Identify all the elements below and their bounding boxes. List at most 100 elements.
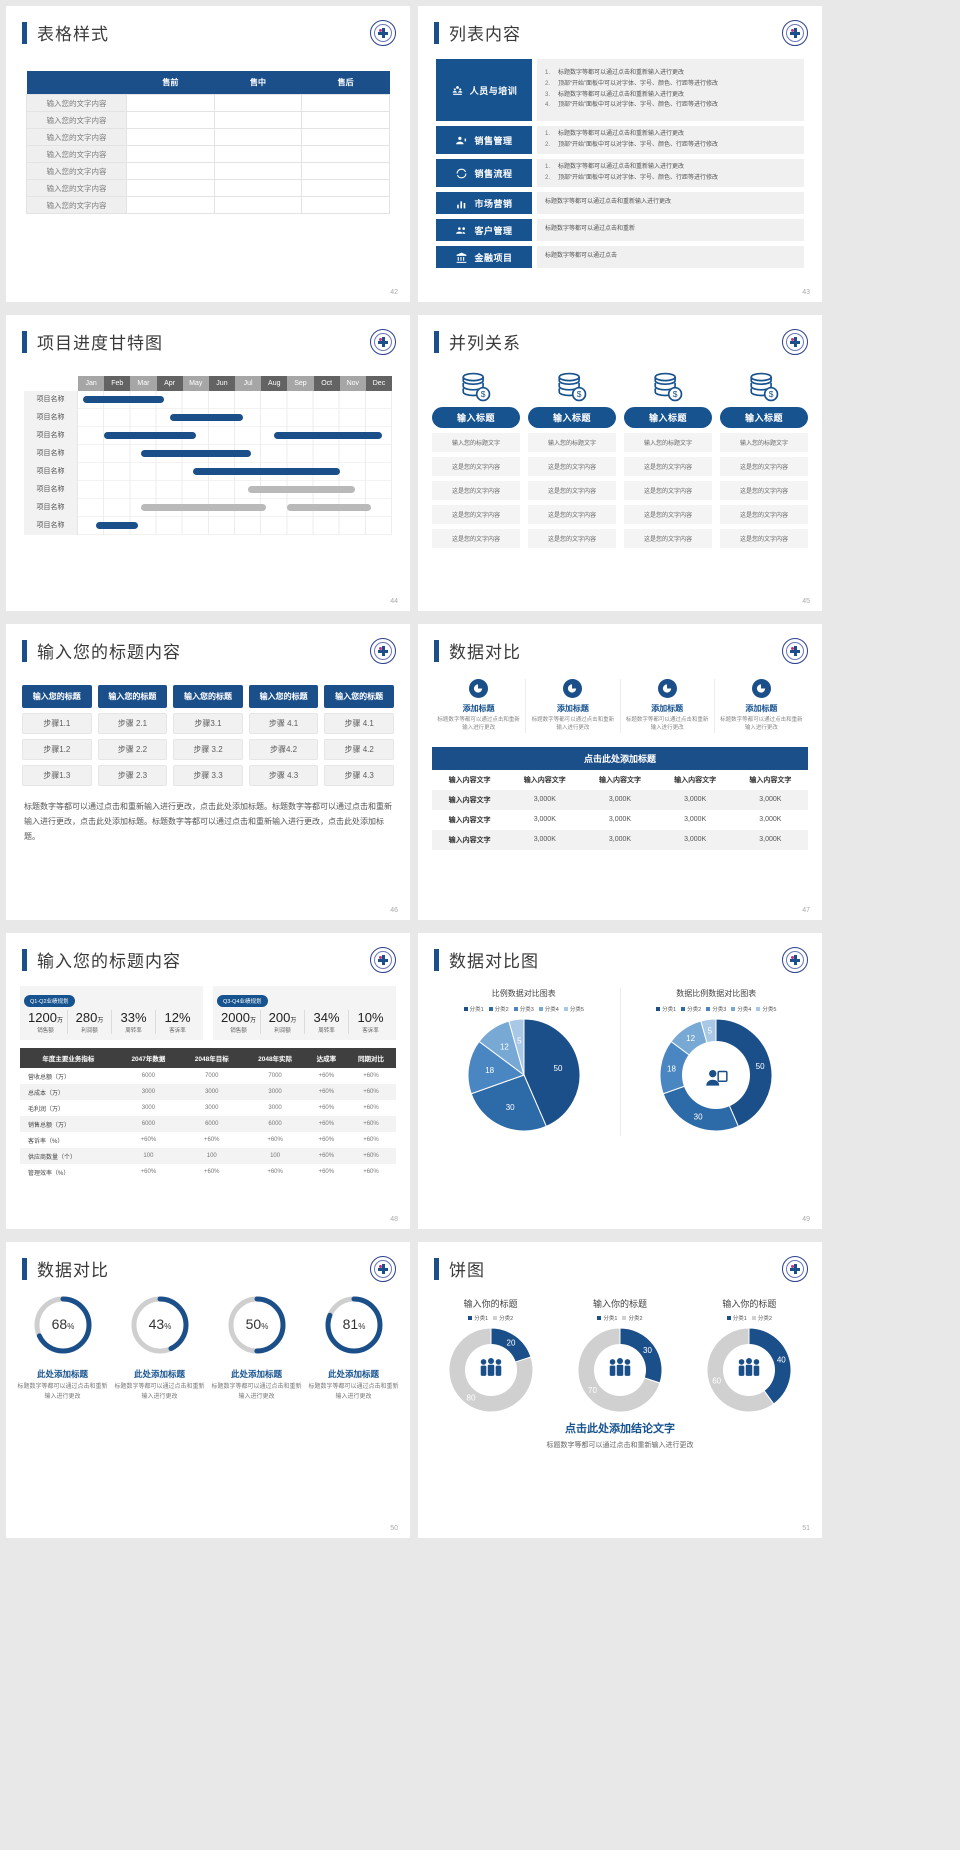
parallel-cell[interactable]: 这是您的文字内容: [528, 457, 616, 476]
table-row[interactable]: 输入您的文字内容: [26, 128, 390, 146]
parallel-cell[interactable]: 这是您的文字内容: [720, 457, 808, 476]
cell[interactable]: [213, 145, 303, 163]
parallel-cell[interactable]: 这是您的文字内容: [528, 481, 616, 500]
cell[interactable]: [301, 145, 390, 163]
list-item[interactable]: 市场营销 标题数字等都可以通过点击和重新输入进行更改: [436, 192, 804, 214]
table-row[interactable]: 管理效率（%） +60% +60% +60% +60% +60%: [20, 1164, 396, 1180]
step-cell[interactable]: 步骤3.1: [173, 713, 243, 734]
list-item-key[interactable]: 客户管理: [436, 219, 532, 241]
cell[interactable]: [301, 128, 390, 146]
gantt-row[interactable]: 项目名称: [24, 462, 392, 481]
cell[interactable]: [301, 196, 390, 214]
step-cell[interactable]: 步骤1.1: [22, 713, 92, 734]
cell[interactable]: [213, 128, 303, 146]
kpi-item[interactable]: 33% 周转率: [112, 1010, 156, 1034]
cell[interactable]: [213, 111, 303, 129]
cell[interactable]: [126, 196, 215, 214]
step-cell[interactable]: 步骤 4.1: [248, 713, 319, 734]
gantt-row[interactable]: 项目名称: [24, 390, 392, 409]
parallel-cell[interactable]: 这是您的文字内容: [624, 457, 712, 476]
gantt-bar[interactable]: [83, 395, 165, 403]
kpi-item[interactable]: 10% 客诉率: [349, 1010, 392, 1034]
parallel-cell[interactable]: 这是您的文字内容: [432, 505, 520, 524]
table-row[interactable]: 输入您的文字内容: [26, 196, 390, 214]
parallel-cell[interactable]: 输入您的标题文字: [720, 433, 808, 452]
kpi-item[interactable]: 1200万 销售额: [24, 1010, 68, 1034]
parallel-cell[interactable]: 这是您的文字内容: [432, 457, 520, 476]
gantt-bar[interactable]: [169, 413, 243, 421]
parallel-title-button[interactable]: 输入标题: [624, 407, 712, 428]
table-row[interactable]: 输入内容文字 3,000K 3,000K 3,000K 3,000K: [432, 829, 808, 850]
list-item[interactable]: 人员与培训 1. 标题数字等都可以通过点击和重新输入进行更改 2. 顶部“开始”面板…: [436, 59, 804, 121]
slide-list-content[interactable]: 列表内容 人员与培训 1. 标题数字等都可以通过点击和重新输入进行更改 2. 顶部“…: [418, 6, 822, 302]
list-item-key[interactable]: 销售管理: [436, 126, 532, 154]
list-item-value[interactable]: 标题数字等都可以通过点击: [537, 246, 804, 268]
step-cell[interactable]: 步骤 3.2: [173, 739, 243, 760]
parallel-cell[interactable]: 这是您的文字内容: [528, 529, 616, 548]
step-cell[interactable]: 步骤 3.3: [173, 765, 243, 786]
gantt-bar[interactable]: [140, 503, 267, 511]
step-header-button[interactable]: 输入您的标题: [22, 685, 92, 708]
step-header-button[interactable]: 输入您的标题: [248, 685, 319, 708]
comparison-card[interactable]: 添加标题 标题数字等都可以通过点击和重新输入进行更改: [621, 679, 715, 733]
kpi-item[interactable]: 2000万 销售额: [217, 1010, 261, 1034]
gantt-bar[interactable]: [274, 431, 382, 439]
slide-progress-rings[interactable]: 数据对比 68% 此处添加标题 标题数字等都可以通过点击和重新输入进行更改 43% 此处…: [6, 1242, 410, 1538]
step-cell[interactable]: 步骤 4.3: [248, 765, 319, 786]
cell[interactable]: [213, 162, 303, 180]
gantt-row[interactable]: 项目名称: [24, 480, 392, 499]
parallel-cell[interactable]: 输入您的标题文字: [624, 433, 712, 452]
list-item-value[interactable]: 标题数字等都可以通过点击和重新输入进行更改: [537, 192, 804, 214]
list-item-key[interactable]: 人员与培训: [436, 59, 532, 121]
cell[interactable]: [301, 94, 390, 112]
kpi-item[interactable]: 280万 利润额: [68, 1010, 112, 1034]
gantt-row[interactable]: 项目名称: [24, 426, 392, 445]
cell[interactable]: [213, 196, 303, 214]
table-row[interactable]: 输入内容文字 3,000K 3,000K 3,000K 3,000K: [432, 789, 808, 810]
list-item-key[interactable]: 金融项目: [436, 246, 532, 268]
slide-steps[interactable]: 输入您的标题内容 输入您的标题 步骤1.1 步骤1.2 步骤1.3 输入您的标题 步骤 2…: [6, 624, 410, 920]
cell[interactable]: [126, 162, 215, 180]
cell[interactable]: [126, 94, 215, 112]
parallel-cell[interactable]: 输入您的标题文字: [528, 433, 616, 452]
parallel-cell[interactable]: 这是您的文字内容: [624, 529, 712, 548]
list-item[interactable]: 销售流程 1. 标题数字等都可以通过点击和重新输入进行更改 2. 顶部“开始”面板中…: [436, 159, 804, 187]
parallel-cell[interactable]: 这是您的文字内容: [432, 481, 520, 500]
comparison-card[interactable]: 添加标题 标题数字等都可以通过点击和重新输入进行更改: [715, 679, 808, 733]
parallel-cell[interactable]: 这是您的文字内容: [720, 529, 808, 548]
table-row[interactable]: 总成本（万） 3000 3000 3000 +60% +60%: [20, 1084, 396, 1100]
step-header-button[interactable]: 输入您的标题: [97, 685, 168, 708]
parallel-cell[interactable]: 这是您的文字内容: [432, 529, 520, 548]
table-row[interactable]: 客诉率（%） +60% +60% +60% +60% +60%: [20, 1132, 396, 1148]
gantt-bar[interactable]: [193, 467, 340, 475]
step-cell[interactable]: 步骤 4.2: [324, 739, 394, 760]
list-item-key[interactable]: 销售流程: [436, 159, 532, 187]
gantt-bar[interactable]: [140, 449, 251, 457]
gantt-bar[interactable]: [96, 521, 139, 529]
step-cell[interactable]: 步骤 2.2: [97, 739, 168, 760]
step-cell[interactable]: 步骤 4.1: [324, 713, 394, 734]
parallel-cell[interactable]: 这是您的文字内容: [720, 505, 808, 524]
slide-pie-charts[interactable]: 饼图 输入你的标题 分类1 分类2 20 80 输入你的标题 分类1 分类2 30 70 输入你的标…: [418, 1242, 822, 1538]
gantt-bar[interactable]: [104, 431, 196, 439]
gantt-row[interactable]: 项目名称: [24, 498, 392, 517]
step-cell[interactable]: 步骤 2.1: [97, 713, 168, 734]
cell[interactable]: [213, 94, 303, 112]
parallel-cell[interactable]: 这是您的文字内容: [624, 481, 712, 500]
parallel-cell[interactable]: 这是您的文字内容: [624, 505, 712, 524]
parallel-cell[interactable]: 输入您的标题文字: [432, 433, 520, 452]
list-item-value[interactable]: 1. 标题数字等都可以通过点击和重新输入进行更改 2. 顶部“开始”面板中可以对字体…: [537, 159, 804, 187]
slide-gantt-chart[interactable]: 项目进度甘特图 Jan Feb Mar Apr May Jun Jul Aug Sep Oct No…: [6, 315, 410, 611]
cell[interactable]: [301, 179, 390, 197]
kpi-item[interactable]: 12% 客诉率: [156, 1010, 199, 1034]
table-row[interactable]: 输入内容文字 3,000K 3,000K 3,000K 3,000K: [432, 810, 808, 830]
cell[interactable]: [126, 145, 215, 163]
table-row[interactable]: 营收总额（万） 6000 7000 7000 +60% +60%: [20, 1068, 396, 1084]
list-item-value[interactable]: 1. 标题数字等都可以通过点击和重新输入进行更改 2. 顶部“开始”面板中可以对字体…: [537, 59, 804, 121]
kpi-item[interactable]: 200万 利润额: [261, 1010, 305, 1034]
ring-column[interactable]: 43% 此处添加标题 标题数字等都可以通过点击和重新输入进行更改: [111, 1293, 208, 1402]
parallel-cell[interactable]: 这是您的文字内容: [720, 481, 808, 500]
list-item-value[interactable]: 标题数字等都可以通过点击和重新: [537, 219, 804, 241]
list-item[interactable]: 客户管理 标题数字等都可以通过点击和重新: [436, 219, 804, 241]
step-cell[interactable]: 步骤4.2: [248, 739, 319, 760]
